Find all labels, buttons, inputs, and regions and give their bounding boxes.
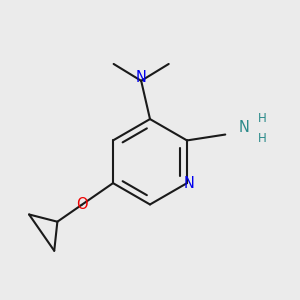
Text: N: N <box>238 120 249 135</box>
Text: H: H <box>258 133 266 146</box>
Text: O: O <box>76 197 87 212</box>
Text: H: H <box>258 112 266 125</box>
Text: N: N <box>184 176 195 190</box>
Text: N: N <box>136 70 147 85</box>
